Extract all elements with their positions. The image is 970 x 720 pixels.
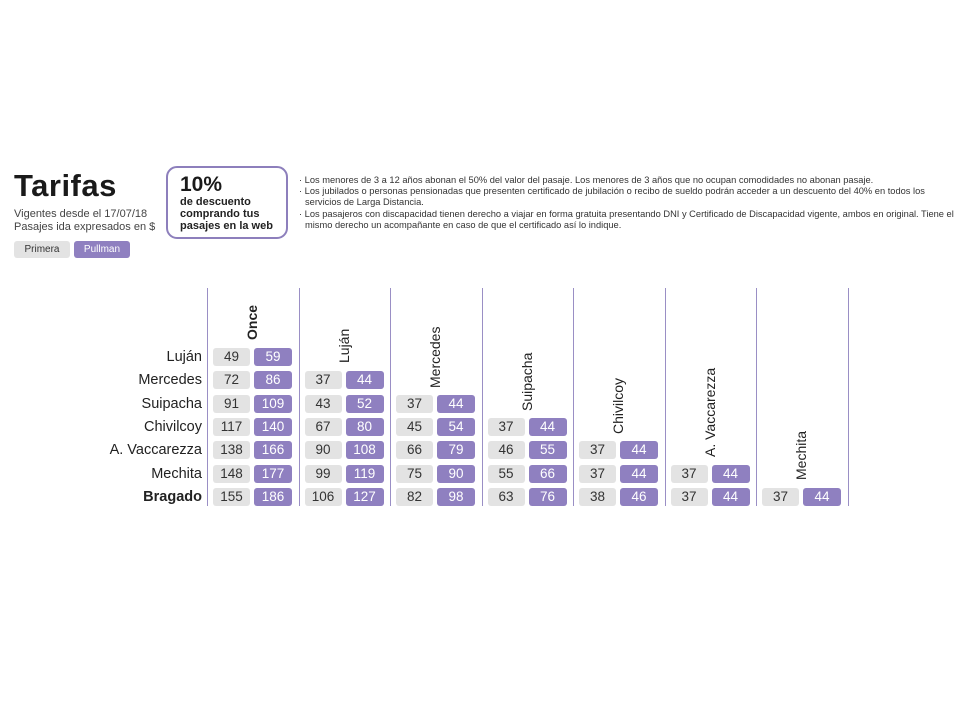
legend-pullman: Pullman (74, 241, 130, 258)
fare-pullman: 90 (437, 464, 475, 483)
discount-line-3: pasajes en la web (180, 220, 273, 232)
fare-pullman: 46 (620, 487, 658, 506)
column-divider (481, 288, 483, 506)
fare-notes: · Los menores de 3 a 12 años abonan el 5… (299, 175, 959, 231)
fare-pullman: 44 (437, 394, 475, 413)
fare-pullman: 44 (711, 487, 750, 506)
fare-primera: 82 (396, 487, 433, 506)
row-label-bragado: Bragado (143, 488, 202, 505)
page-title: Tarifas (14, 168, 117, 203)
fare-primera: 138 (213, 441, 250, 460)
discount-line-2: comprando tus (180, 208, 260, 220)
fare-primera: 106 (304, 487, 342, 506)
column-header-chivilcoy: Chivilcoy (610, 377, 626, 434)
row-label-mercedes: Mercedes (138, 372, 202, 389)
fare-primera: 38 (579, 487, 616, 506)
column-header-mercedes: Mercedes (427, 326, 443, 388)
fare-pullman: 119 (345, 464, 384, 483)
row-label-chivilcoy: Chivilcoy (143, 418, 202, 435)
fare-pullman: 44 (620, 441, 658, 460)
fare-primera: 75 (396, 464, 433, 483)
fare-pullman: 86 (254, 371, 292, 390)
fare-pullman: 52 (345, 394, 384, 413)
fare-pullman: 76 (528, 487, 567, 506)
column-divider (664, 288, 666, 506)
fare-primera: 37 (579, 464, 616, 483)
discount-percent: 10% (180, 173, 223, 196)
column-header-suipacha: Suipacha (518, 352, 535, 411)
fare-primera: 49 (213, 348, 250, 366)
fare-pullman: 127 (345, 487, 384, 506)
note-retirees: · Los jubilados o personas pensionadas q… (299, 186, 925, 208)
fare-pullman: 108 (345, 441, 384, 460)
legend-primera: Primera (14, 241, 70, 258)
fare-primera: 63 (487, 487, 525, 506)
fare-pullman: 44 (345, 371, 384, 390)
column-header-lujan: Luján (335, 328, 352, 363)
row-label-lujan: Luján (166, 349, 202, 365)
fare-primera: 37 (487, 417, 525, 436)
fare-primera: 43 (304, 394, 342, 413)
note-minors: · Los menores de 3 a 12 años abonan el 5… (299, 175, 874, 185)
fare-pullman: 44 (803, 487, 841, 506)
column-divider (573, 288, 574, 506)
note-disability: · Los pasajeros con discapacidad tienen … (299, 208, 954, 230)
fare-pullman: 140 (254, 417, 292, 436)
fare-primera: 90 (304, 441, 342, 460)
fare-primera: 155 (213, 487, 250, 506)
fare-pullman: 166 (254, 441, 292, 460)
fare-pullman: 177 (254, 464, 292, 483)
column-header-a-vaccarezza: A. Vaccarezza (701, 367, 718, 457)
fare-pullman: 80 (345, 417, 384, 436)
fare-primera: 99 (304, 464, 342, 483)
row-label-suipacha: Suipacha (141, 395, 202, 412)
fare-primera: 46 (487, 441, 525, 460)
discount-line-1: de descuento (180, 196, 251, 208)
fare-pullman: 54 (437, 417, 475, 436)
row-label-mechita: Mechita (151, 465, 202, 482)
fare-primera: 37 (670, 487, 708, 506)
fare-pullman: 44 (620, 464, 658, 483)
column-divider (847, 288, 849, 506)
fare-pullman: 44 (711, 464, 750, 483)
row-label-a-vaccarezza: A. Vaccarezza (109, 442, 202, 459)
fare-primera: 117 (213, 417, 250, 436)
fare-primera: 37 (396, 394, 433, 413)
column-divider (756, 288, 757, 506)
fare-pullman: 109 (254, 394, 292, 413)
fare-primera: 37 (762, 487, 799, 506)
fare-primera: 55 (487, 464, 525, 483)
column-divider (298, 288, 300, 506)
fare-primera: 45 (396, 417, 433, 436)
column-header-mechita: Mechita (793, 430, 809, 480)
fare-primera: 37 (304, 371, 342, 390)
fare-pullman: 98 (437, 487, 475, 506)
fare-primera: 67 (304, 417, 342, 436)
fare-pullman: 55 (528, 441, 567, 460)
fare-primera: 66 (396, 441, 433, 460)
currency-note: Pasajes ida expresados en $ (14, 221, 156, 233)
validity-date: Vigentes desde el 17/07/18 (14, 208, 148, 220)
fare-primera: 37 (579, 441, 616, 460)
column-divider (207, 288, 208, 506)
fare-pullman: 59 (254, 348, 292, 366)
web-discount-box: 10% de descuento comprando tus pasajes e… (166, 166, 288, 239)
fare-primera: 148 (213, 464, 250, 483)
fare-primera: 37 (670, 464, 708, 483)
column-header-once: Once (244, 304, 260, 340)
fare-pullman: 44 (528, 417, 567, 436)
fare-pullman: 186 (254, 487, 292, 506)
column-divider (390, 288, 391, 506)
fare-pullman: 66 (528, 464, 567, 483)
fare-primera: 91 (213, 394, 250, 413)
fare-primera: 72 (213, 371, 250, 390)
fare-pullman: 79 (437, 441, 475, 460)
